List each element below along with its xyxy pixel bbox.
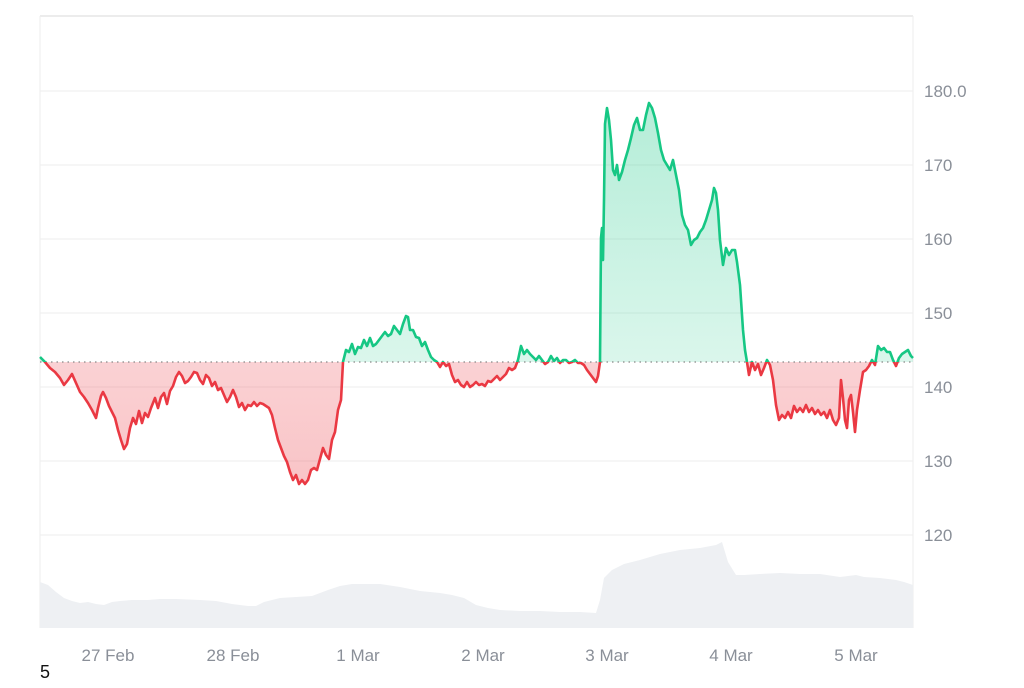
x-tick-label: 4 Mar [709,646,753,665]
y-tick-label: 120 [924,526,952,545]
price-line-above-baseline[interactable] [39,101,914,484]
x-tick-label: 3 Mar [585,646,629,665]
x-axis: 27 Feb 28 Feb 1 Mar 2 Mar 3 Mar 4 Mar 5 Mar [82,646,879,665]
y-tick-label: 150 [924,304,952,323]
volume-area [40,542,913,628]
price-area-below-baseline [40,362,913,484]
y-tick-label: 130 [924,452,952,471]
x-tick-label: 2 Mar [461,646,505,665]
y-tick-label: 170 [924,156,952,175]
chart-frame [39,15,914,628]
y-tick-label: 140 [924,378,952,397]
x-tick-label: 27 Feb [82,646,135,665]
price-area-above-baseline [40,103,913,362]
price-line-below-baseline[interactable] [40,103,913,486]
x-tick-label: 28 Feb [207,646,260,665]
y-tick-label: 180.0 [924,82,967,101]
y-tick-label: 160 [924,230,952,249]
gridlines [40,90,913,536]
x-tick-label: 5 Mar [834,646,878,665]
footnote-label: 5 [40,662,51,682]
y-axis: 180.0 170 160 150 140 130 120 [924,82,967,545]
x-tick-label: 1 Mar [336,646,380,665]
